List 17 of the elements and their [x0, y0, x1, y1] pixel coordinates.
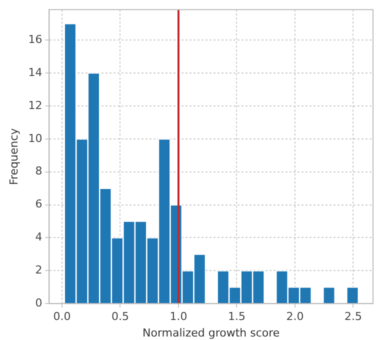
x-tick-label: 2.5	[344, 310, 362, 324]
y-axis-title: Frequency	[7, 128, 20, 186]
x-tick-label: 0.0	[53, 310, 71, 324]
y-tick-label: 16	[28, 32, 42, 46]
y-tick-label: 14	[28, 66, 42, 79]
x-axis-title: Normalized growth score	[142, 326, 280, 340]
y-tick-label: 2	[35, 264, 42, 277]
y-tick-label: 8	[35, 164, 42, 178]
y-tick-label: 12	[28, 98, 42, 112]
x-tick-label: 1.5	[228, 310, 246, 324]
x-tick-label: 1.0	[170, 310, 188, 324]
y-tick-label: 0	[35, 296, 42, 310]
x-tick-label: 0.5	[111, 310, 129, 324]
x-tick-label: 2.0	[286, 310, 304, 324]
y-tick-label: 6	[35, 198, 42, 211]
y-tick-label: 4	[35, 230, 42, 244]
y-tick-label: 10	[28, 132, 42, 145]
